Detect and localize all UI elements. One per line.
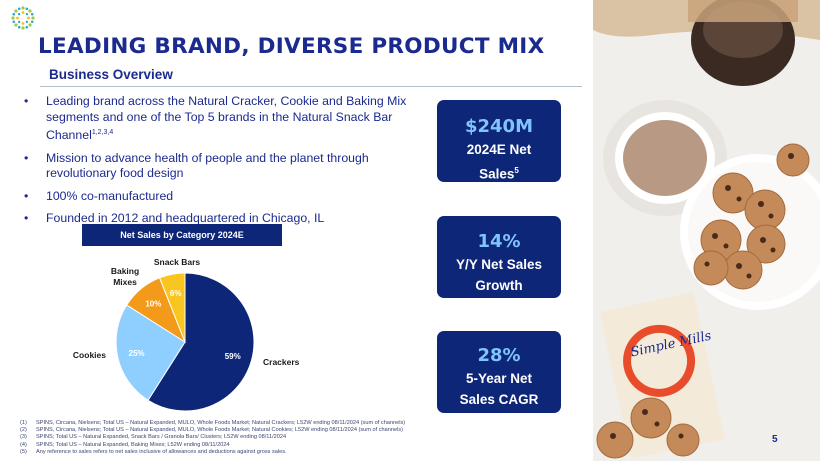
page-number: 5 (772, 434, 778, 445)
bullet-item: Leading brand across the Natural Cracker… (22, 94, 422, 144)
kpi-value: 28% (477, 345, 521, 366)
pie-value-label: 6% (170, 289, 182, 298)
kpi-cagr: 28% 5-Year Net Sales CAGR (437, 331, 561, 413)
footnotes: (1) SPINS, Circana, Nielsens; Total US – … (20, 420, 580, 456)
sunburst-logo-icon (11, 6, 35, 30)
kpi-label: 2024E Net (466, 142, 532, 157)
page-title: LEADING BRAND, DIVERSE PRODUCT MIX (38, 34, 545, 59)
footnote: (3) SPINS; Total US – Natural Expanded, S… (20, 434, 287, 441)
bullet-item: 100% co-manufactured (22, 189, 422, 205)
pie-category-label: Snack Bars (154, 257, 201, 267)
kpi-yoy-growth: 14% Y/Y Net Sales Growth (437, 216, 561, 298)
pie-value-label: 59% (225, 352, 241, 361)
pie-slice-baking-mixes (126, 277, 187, 344)
pie-slice-cookies (115, 304, 186, 401)
pie-value-label: 25% (129, 349, 145, 358)
bullet-item: Founded in 2012 and headquartered in Chi… (22, 211, 422, 227)
kpi-label: Sales CAGR (459, 392, 539, 407)
kpi-label: Y/Y Net Sales (455, 257, 543, 272)
photo-illustration: Simple Mills (593, 0, 820, 461)
kpi-label: 5-Year Net (465, 371, 533, 386)
bullet-list: Leading brand across the Natural Cracker… (22, 94, 422, 234)
kpi-value: $240M (464, 116, 533, 137)
kpi-label: Growth (475, 278, 523, 293)
kpi-label: Sales5 (479, 166, 519, 182)
chart-title: Net Sales by Category 2024E (82, 224, 282, 246)
bullet-item: Mission to advance health of people and … (22, 151, 422, 182)
divider (40, 86, 582, 87)
product-photo: Simple Mills (593, 0, 820, 461)
pie-category-label: Crackers (263, 357, 300, 367)
pie-value-label: 10% (145, 300, 161, 309)
kpi-net-sales: $240M 2024E Net Sales5 (437, 100, 561, 182)
footnote: (4) SPINS; Total US – Natural Expanded, B… (20, 441, 230, 448)
pie-slice-snack-bars (158, 272, 186, 343)
kpi-value: 14% (477, 231, 521, 252)
section-subtitle: Business Overview (49, 67, 173, 82)
pie-category-label: Baking Mixes (111, 266, 139, 287)
footnote: (2) SPINS, Circana, Nielsens; Total US – … (20, 427, 403, 434)
pie-category-label: Cookies (73, 350, 106, 360)
footnote: (1) SPINS, Circana, Nielsens; Total US – … (20, 420, 406, 426)
footnote: (5) Any reference to sales refers to net … (20, 448, 287, 455)
pie-slice-crackers (147, 272, 255, 412)
